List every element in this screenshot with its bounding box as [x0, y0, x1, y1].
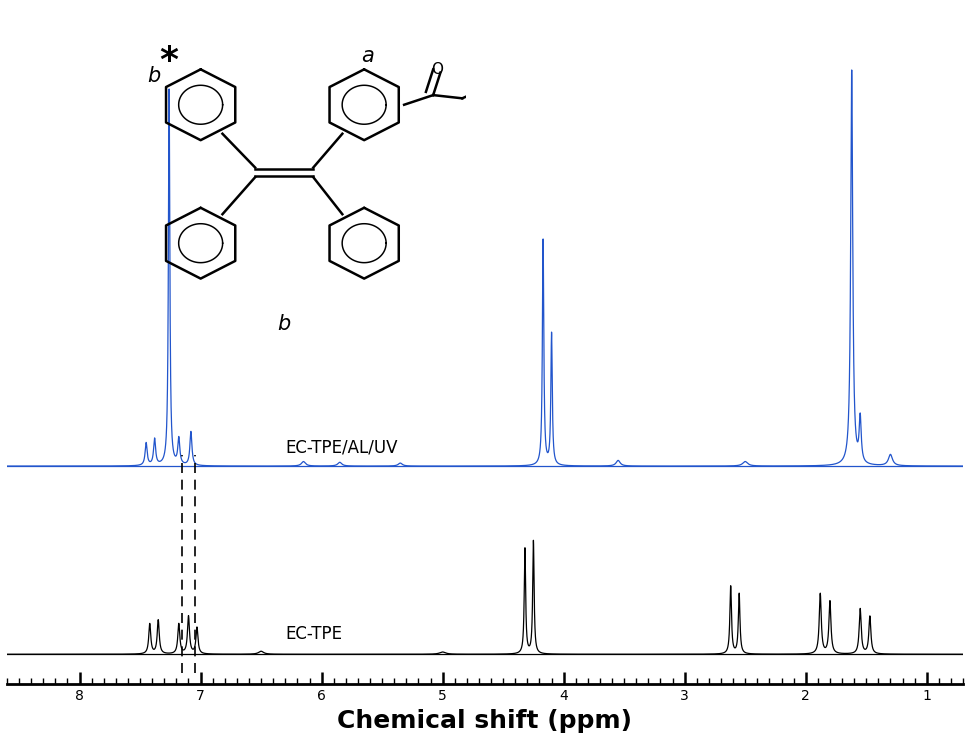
Text: EC-TPE/AL/UV: EC-TPE/AL/UV: [285, 439, 397, 457]
Text: *: *: [160, 44, 178, 79]
X-axis label: Chemical shift (ppm): Chemical shift (ppm): [337, 709, 632, 733]
Text: EC-TPE: EC-TPE: [285, 625, 342, 643]
